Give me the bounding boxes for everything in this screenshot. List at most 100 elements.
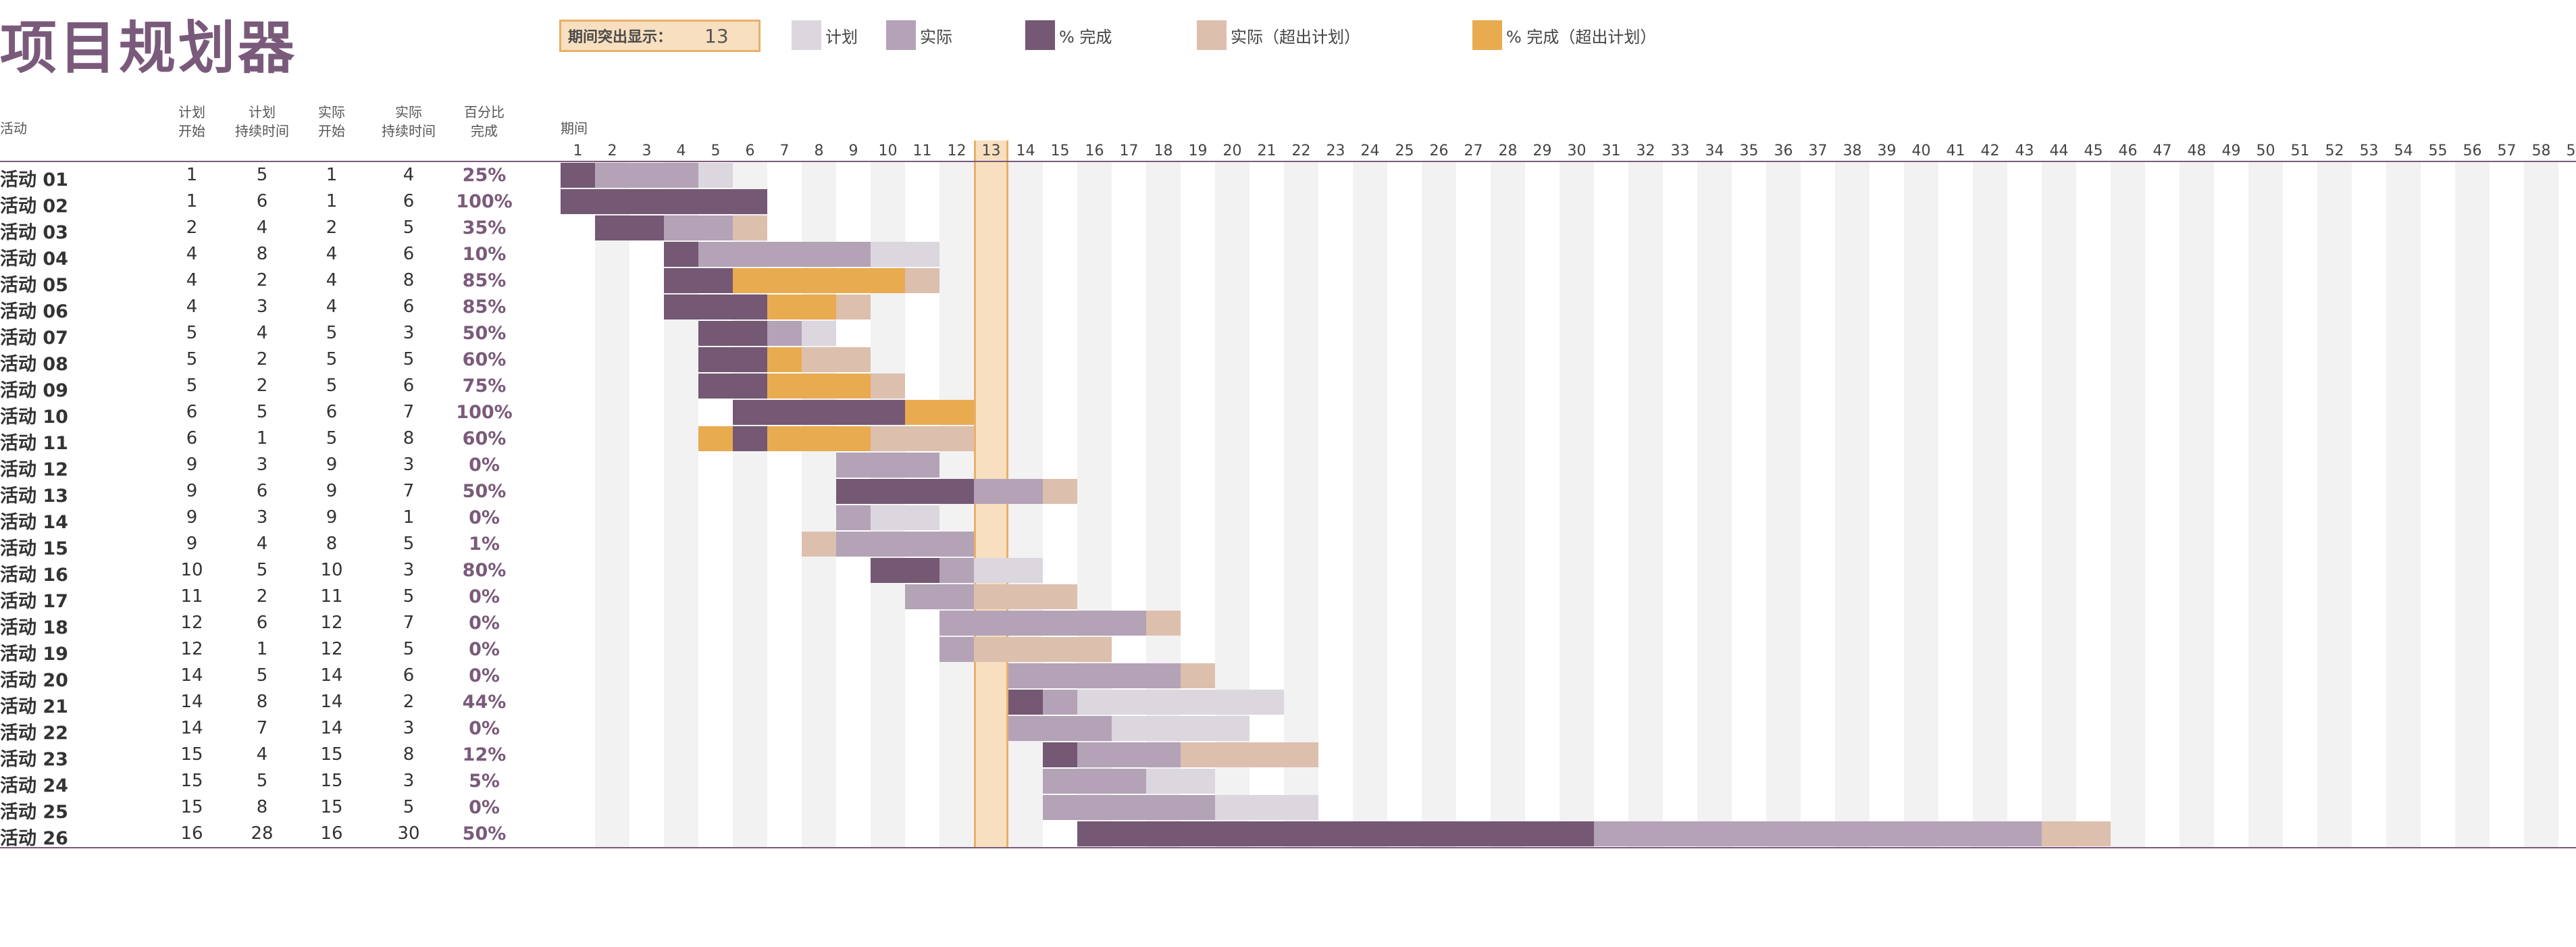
actual-start: 8 — [326, 534, 338, 554]
gantt-bar — [733, 215, 767, 240]
period-stripe — [2042, 161, 2076, 847]
period-stripe — [2317, 161, 2352, 847]
period-number: 7 — [779, 143, 790, 159]
plan-duration: 6 — [256, 481, 268, 501]
gantt-bar — [698, 321, 767, 346]
period-number: 21 — [1257, 143, 1277, 159]
actual-duration: 8 — [403, 270, 415, 290]
gantt-bar — [939, 611, 1146, 636]
plan-duration: 1 — [256, 639, 268, 659]
period-highlight-box[interactable]: 期间突出显示： 13 — [559, 20, 761, 52]
plan-duration: 7 — [256, 718, 268, 738]
plan-start: 5 — [186, 349, 198, 369]
activity-name: 活动 26 — [0, 828, 68, 849]
legend-item: 实际 — [886, 20, 952, 50]
period-number: 48 — [2187, 143, 2207, 159]
period-number: 32 — [1636, 143, 1655, 159]
percent-complete: 60% — [462, 349, 507, 370]
actual-duration: 5 — [403, 349, 415, 369]
period-number: 6 — [745, 143, 755, 159]
gantt-bar — [1043, 479, 1077, 504]
plan-start: 12 — [180, 613, 203, 633]
actual-start: 14 — [320, 718, 343, 738]
plan-duration: 1 — [256, 428, 268, 449]
period-number: 18 — [1154, 143, 1173, 159]
actual-duration: 30 — [397, 823, 420, 844]
plan-start: 14 — [180, 665, 203, 686]
gantt-bar — [561, 189, 767, 214]
activity-name: 活动 21 — [0, 696, 68, 717]
percent-complete: 0% — [469, 455, 500, 476]
activity-name: 活动 19 — [0, 644, 68, 665]
period-number: 24 — [1360, 143, 1380, 159]
header-actual-start-line2: 开始 — [318, 123, 345, 139]
period-number: 51 — [2290, 143, 2310, 159]
plan-duration: 2 — [256, 586, 268, 607]
header-percent-line1: 百分比 — [464, 104, 505, 120]
actual-duration: 5 — [403, 639, 415, 659]
plan-duration: 5 — [256, 165, 268, 185]
legend-item: % 完成 — [1025, 20, 1112, 50]
plan-duration: 8 — [256, 692, 268, 712]
gantt-bar — [836, 505, 871, 530]
percent-complete: 1% — [469, 534, 500, 555]
period-stripe — [595, 161, 629, 847]
plan-start: 14 — [180, 718, 203, 738]
legend-label: 计划 — [825, 27, 858, 47]
percent-complete: 0% — [469, 718, 500, 739]
actual-start: 6 — [326, 402, 338, 422]
legend-label: 实际 — [920, 27, 952, 47]
period-number: 54 — [2394, 143, 2413, 159]
plan-start: 11 — [180, 586, 203, 607]
period-number: 42 — [1980, 143, 2000, 159]
legend-label: % 完成 — [1059, 27, 1112, 47]
plan-start: 2 — [186, 217, 198, 238]
gantt-bar — [939, 637, 974, 662]
actual-duration: 1 — [403, 507, 415, 528]
percent-complete: 85% — [462, 297, 507, 317]
actual-duration: 6 — [403, 191, 415, 211]
plan-start: 5 — [186, 323, 198, 343]
period-number: 20 — [1222, 143, 1242, 159]
header-percent-line2: 完成 — [471, 123, 498, 139]
period-stripe — [1628, 161, 1663, 847]
plan-start: 9 — [186, 507, 198, 528]
plan-duration: 2 — [256, 270, 268, 290]
actual-duration: 3 — [403, 771, 415, 791]
period-highlight-value[interactable]: 13 — [704, 24, 729, 47]
activity-name: 活动 15 — [0, 538, 68, 559]
period-number: 10 — [878, 143, 898, 159]
period-number: 35 — [1739, 143, 1759, 159]
plan-duration: 5 — [256, 665, 268, 686]
plan-start: 4 — [186, 244, 198, 264]
actual-duration: 4 — [403, 165, 415, 185]
period-stripe — [2386, 161, 2421, 847]
plan-start: 4 — [186, 297, 198, 317]
gantt-bar — [974, 584, 1077, 609]
actual-start: 9 — [326, 507, 338, 528]
period-number: 3 — [642, 143, 652, 159]
plan-start: 14 — [180, 692, 203, 712]
actual-start: 4 — [326, 297, 338, 317]
plan-start: 9 — [186, 455, 198, 475]
activity-name: 活动 24 — [0, 775, 68, 796]
period-number: 44 — [2049, 143, 2069, 159]
percent-complete: 12% — [462, 744, 507, 765]
actual-start: 11 — [320, 586, 343, 607]
percent-complete: 75% — [462, 376, 507, 396]
period-number: 12 — [947, 143, 967, 159]
period-stripe — [1008, 161, 1043, 847]
legend-complete-swatch — [1025, 20, 1055, 50]
percent-complete: 0% — [469, 613, 500, 634]
table-bottom-rule — [0, 847, 2576, 848]
gantt-bar — [698, 374, 767, 399]
period-number: 8 — [814, 143, 824, 159]
actual-start: 10 — [320, 560, 343, 580]
percent-complete: 5% — [469, 771, 500, 792]
activity-name: 活动 10 — [0, 407, 68, 428]
period-stripe — [1422, 161, 1456, 847]
actual-start: 4 — [326, 244, 338, 264]
period-number: 46 — [2118, 143, 2138, 159]
period-number: 29 — [1532, 143, 1552, 159]
header-actual-duration-line1: 实际 — [395, 104, 422, 120]
